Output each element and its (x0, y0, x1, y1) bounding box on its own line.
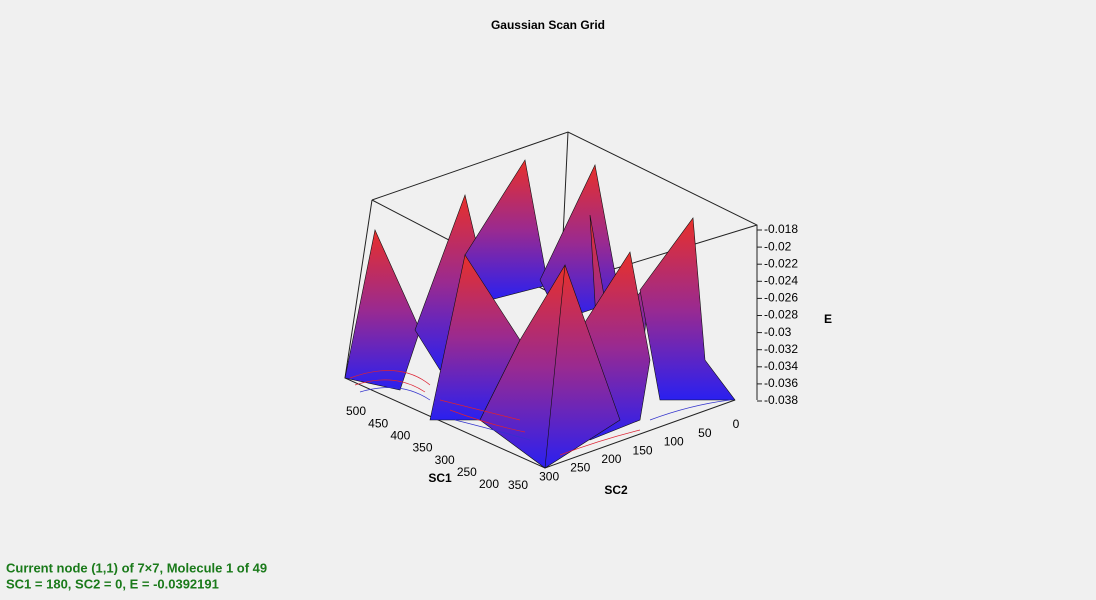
sc2-tick-label: 300 (539, 469, 559, 483)
sc2-tick-label: 350 (508, 478, 528, 492)
e-tick-label: -0.034 (764, 359, 798, 373)
e-tick-label: -0.036 (764, 376, 798, 390)
status-line: SC1 = 180, SC2 = 0, E = -0.0392191 (6, 576, 219, 591)
sc2-tick-label: 200 (601, 452, 621, 466)
e-tick-label: -0.032 (764, 342, 798, 356)
sc1-tick-label: 350 (412, 441, 432, 455)
sc1-tick-label: 400 (390, 429, 410, 443)
energy-surface (344, 159, 736, 469)
sc2-tick-label: 100 (664, 435, 684, 449)
e-tick-label: -0.038 (764, 393, 798, 407)
sc1-tick-label: 200 (479, 477, 499, 491)
sc1-axis-label: SC1 (428, 471, 452, 485)
e-tick-label: -0.018 (764, 222, 798, 236)
e-axis-label: E (824, 312, 832, 326)
sc1-tick-label: 450 (368, 416, 388, 430)
bounding-box (344, 131, 758, 469)
e-tick-label: -0.028 (764, 308, 798, 322)
sc2-tick-label: 50 (698, 426, 712, 440)
sc2-tick-label: 0 (733, 417, 740, 431)
sc2-tick-label: 150 (633, 443, 653, 457)
sc2-tick-label: 250 (570, 461, 590, 475)
sc1-tick-label: 300 (435, 453, 455, 467)
e-tick-label: -0.02 (764, 239, 792, 253)
sc1-tick-label: 500 (346, 404, 366, 418)
sc2-axis-label: SC2 (604, 483, 628, 497)
e-tick-label: -0.026 (764, 291, 798, 305)
e-tick-label: -0.03 (764, 325, 792, 339)
contour-floor (349, 370, 641, 456)
e-tick-label: -0.022 (764, 256, 798, 270)
contour-floor-blue (359, 387, 731, 441)
e-tick-label: -0.024 (764, 273, 798, 287)
sc1-tick-label: 250 (457, 465, 477, 479)
plot-title: Gaussian Scan Grid (491, 18, 605, 32)
status-line: Current node (1,1) of 7×7, Molecule 1 of… (6, 560, 267, 575)
